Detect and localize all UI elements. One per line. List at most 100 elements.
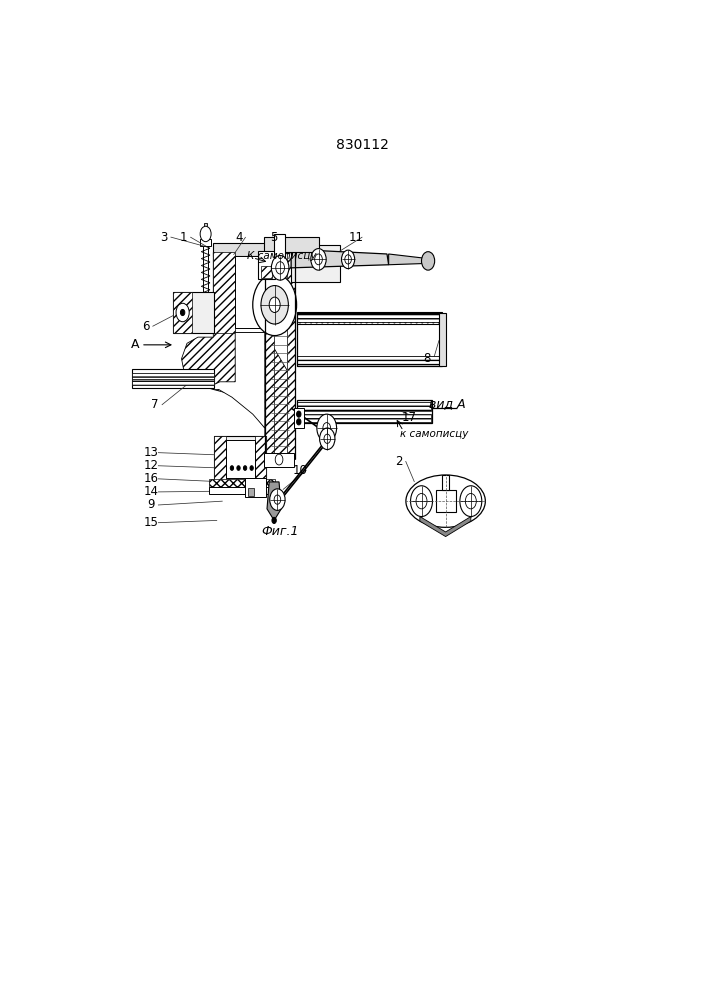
Circle shape — [271, 256, 289, 280]
Circle shape — [421, 252, 435, 270]
Circle shape — [315, 254, 322, 265]
Bar — [214, 243, 276, 256]
Circle shape — [411, 486, 433, 517]
Text: 10: 10 — [293, 464, 308, 477]
Circle shape — [297, 411, 301, 417]
Polygon shape — [132, 379, 214, 385]
Bar — [200, 323, 211, 333]
Bar — [297, 400, 433, 423]
Polygon shape — [265, 251, 274, 459]
Bar — [297, 312, 442, 324]
Bar — [214, 436, 267, 482]
Text: 16: 16 — [144, 472, 159, 485]
Bar — [173, 292, 214, 333]
Circle shape — [270, 489, 285, 510]
Polygon shape — [389, 254, 433, 265]
Ellipse shape — [406, 475, 485, 527]
Text: 1: 1 — [180, 231, 187, 244]
Circle shape — [341, 250, 355, 269]
Circle shape — [275, 454, 283, 465]
Circle shape — [465, 493, 477, 509]
Polygon shape — [214, 333, 265, 428]
Text: 17: 17 — [402, 411, 416, 424]
Text: 12: 12 — [144, 459, 159, 472]
Circle shape — [230, 466, 233, 470]
Polygon shape — [297, 414, 431, 423]
Circle shape — [250, 466, 253, 470]
Bar — [245, 478, 267, 497]
Circle shape — [272, 517, 276, 523]
Text: вид А: вид А — [429, 397, 466, 410]
Circle shape — [200, 226, 211, 242]
Circle shape — [297, 419, 301, 425]
Text: К самописцу: К самописцу — [247, 251, 317, 261]
Polygon shape — [297, 312, 442, 322]
Text: 14: 14 — [144, 485, 159, 498]
Polygon shape — [214, 252, 235, 333]
Polygon shape — [291, 249, 389, 268]
Bar — [439, 312, 445, 366]
Bar — [248, 488, 254, 496]
Polygon shape — [132, 373, 214, 379]
Bar — [209, 479, 274, 487]
Bar — [436, 490, 456, 512]
Circle shape — [345, 255, 351, 264]
Circle shape — [237, 466, 240, 470]
Text: 6: 6 — [142, 320, 150, 333]
Text: 2: 2 — [395, 455, 403, 468]
Circle shape — [269, 297, 280, 312]
Circle shape — [324, 434, 331, 443]
Circle shape — [243, 466, 247, 470]
Bar — [132, 369, 214, 388]
Polygon shape — [297, 402, 431, 411]
Polygon shape — [297, 356, 442, 366]
Text: А: А — [132, 338, 140, 351]
Circle shape — [261, 286, 288, 324]
Text: Фиг.1: Фиг.1 — [261, 525, 298, 538]
Bar — [204, 223, 207, 229]
Circle shape — [180, 309, 185, 316]
Circle shape — [323, 423, 331, 433]
Circle shape — [176, 303, 189, 322]
Text: 9: 9 — [148, 498, 155, 512]
Bar — [258, 251, 275, 279]
Polygon shape — [255, 436, 267, 482]
Polygon shape — [261, 266, 272, 278]
Polygon shape — [173, 292, 192, 333]
Polygon shape — [287, 251, 296, 459]
Bar — [200, 239, 211, 246]
Circle shape — [320, 428, 335, 450]
Circle shape — [274, 495, 281, 504]
Polygon shape — [420, 517, 471, 537]
Text: 13: 13 — [144, 446, 159, 459]
Bar — [443, 475, 449, 490]
Text: 8: 8 — [423, 352, 431, 365]
Polygon shape — [182, 333, 296, 459]
Bar — [214, 252, 276, 333]
Text: 3: 3 — [160, 231, 168, 244]
Circle shape — [276, 262, 284, 274]
Text: 7: 7 — [151, 398, 159, 411]
Circle shape — [317, 414, 337, 442]
Bar — [226, 440, 255, 478]
Circle shape — [311, 249, 326, 270]
Text: 4: 4 — [235, 231, 243, 244]
Bar — [274, 234, 284, 259]
Bar — [291, 245, 341, 282]
Bar — [297, 312, 442, 366]
Circle shape — [460, 486, 481, 517]
Bar — [264, 237, 319, 252]
Text: 15: 15 — [144, 516, 159, 529]
Text: 830112: 830112 — [336, 138, 389, 152]
Text: 11: 11 — [349, 231, 363, 244]
Bar — [235, 256, 265, 328]
Bar — [264, 453, 294, 466]
Polygon shape — [214, 436, 226, 482]
Circle shape — [253, 274, 297, 336]
Text: к самописцу: к самописцу — [399, 429, 468, 439]
Bar — [209, 487, 274, 494]
Bar — [294, 408, 304, 428]
Text: 5: 5 — [270, 231, 277, 244]
Circle shape — [416, 493, 427, 509]
Polygon shape — [267, 482, 281, 520]
